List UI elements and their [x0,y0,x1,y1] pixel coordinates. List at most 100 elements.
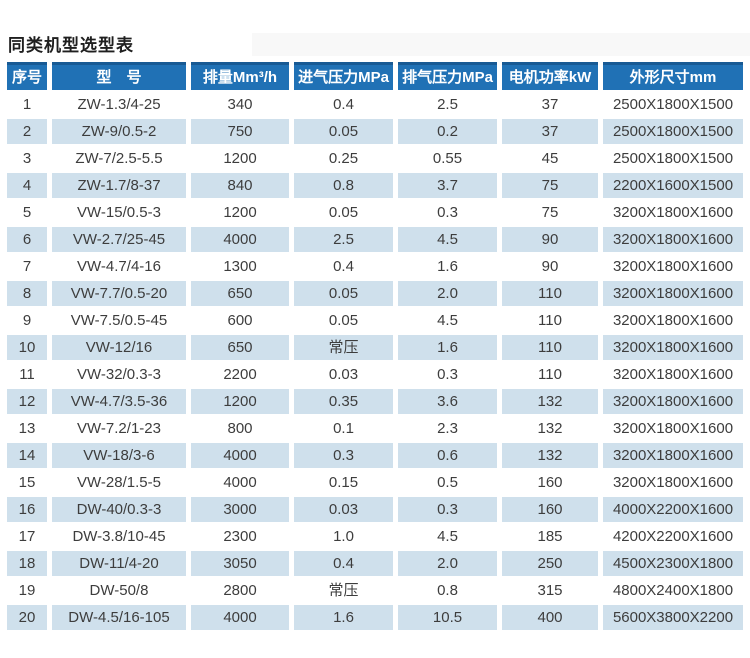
table-row: 6 VW-2.7/25-45 4000 2.5 4.5 90 3200X1800X1600 [7,227,743,252]
table-cell: DW-4.5/16-105 [52,605,186,630]
table-cell: VW-18/3-6 [52,443,186,468]
table-cell: 10.5 [398,605,497,630]
table-cell: 0.8 [294,173,393,198]
table-cell: 110 [502,335,598,360]
table-cell: 3 [7,146,47,171]
table-cell: 800 [191,416,289,441]
table-cell: 0.05 [294,119,393,144]
table-cell: 132 [502,443,598,468]
table-cell: 0.05 [294,200,393,225]
table-cell: 3200X1800X1600 [603,362,743,387]
table-cell: 600 [191,308,289,333]
table-row: 9 VW-7.5/0.5-45 600 0.05 4.5 110 3200X1800X160… [7,308,743,333]
table-cell: 10 [7,335,47,360]
table-cell: 0.03 [294,362,393,387]
table-cell: ZW-7/2.5-5.5 [52,146,186,171]
table-cell: 3200X1800X1600 [603,416,743,441]
table-cell: 37 [502,119,598,144]
table-cell: ZW-1.3/4-25 [52,92,186,117]
table-cell: 75 [502,200,598,225]
table-cell: 650 [191,335,289,360]
table-cell: VW-7.2/1-23 [52,416,186,441]
table-cell: VW-2.7/25-45 [52,227,186,252]
table-cell: 750 [191,119,289,144]
table-cell: VW-4.7/4-16 [52,254,186,279]
table-cell: 75 [502,173,598,198]
table-cell: 12 [7,389,47,414]
table-cell: 3200X1800X1600 [603,335,743,360]
table-cell: 13 [7,416,47,441]
table-row: 14 VW-18/3-6 4000 0.3 0.6 132 3200X1800X1600 [7,443,743,468]
table-cell: 4.5 [398,227,497,252]
table-cell: 1200 [191,389,289,414]
table-cell: 110 [502,362,598,387]
table-cell: 1200 [191,200,289,225]
table-cell: 1 [7,92,47,117]
table-cell: 4 [7,173,47,198]
table-cell: 0.05 [294,308,393,333]
table-cell: 2.3 [398,416,497,441]
table-cell: 常压 [294,335,393,360]
table-cell: 2500X1800X1500 [603,146,743,171]
table-cell: 37 [502,92,598,117]
table-cell: ZW-1.7/8-37 [52,173,186,198]
table-cell: 15 [7,470,47,495]
table-cell: 840 [191,173,289,198]
table-cell: 2200X1600X1500 [603,173,743,198]
table-cell: 14 [7,443,47,468]
table-cell: 4.5 [398,308,497,333]
table-cell: 132 [502,416,598,441]
table-cell: 2 [7,119,47,144]
table-row: 7 VW-4.7/4-16 1300 0.4 1.6 90 3200X1800X1600 [7,254,743,279]
table-cell: 8 [7,281,47,306]
table-cell: 0.6 [398,443,497,468]
table-cell: 2800 [191,578,289,603]
table-row: 15 VW-28/1.5-5 4000 0.15 0.5 160 3200X1800X160… [7,470,743,495]
table-cell: 11 [7,362,47,387]
table-cell: 110 [502,308,598,333]
table-cell: 185 [502,524,598,549]
table-cell: 1.6 [398,335,497,360]
table-cell: 2300 [191,524,289,549]
table-cell: 0.3 [398,497,497,522]
table-cell: 6 [7,227,47,252]
table-cell: 5 [7,200,47,225]
table-cell: 3200X1800X1600 [603,443,743,468]
table-cell: 3200X1800X1600 [603,200,743,225]
title-background-band [252,33,750,56]
column-header-6: 外形尺寸mm [603,62,743,90]
table-body: 1 ZW-1.3/4-25 340 0.4 2.5 37 2500X1800X1500 2 ZW… [7,92,743,630]
table-cell: 1300 [191,254,289,279]
table-cell: 315 [502,578,598,603]
table-cell: VW-12/16 [52,335,186,360]
table-cell: 16 [7,497,47,522]
table-cell: 1.6 [294,605,393,630]
table-cell: 3.7 [398,173,497,198]
table-cell: 1.6 [398,254,497,279]
table-cell: 18 [7,551,47,576]
table-cell: VW-32/0.3-3 [52,362,186,387]
table-cell: 4000 [191,443,289,468]
table-cell: VW-7.5/0.5-45 [52,308,186,333]
table-cell: 3200X1800X1600 [603,389,743,414]
column-header-3: 进气压力MPa [294,62,393,90]
table-cell: 132 [502,389,598,414]
table-cell: 4000X2200X1600 [603,497,743,522]
table-cell: VW-15/0.5-3 [52,200,186,225]
table-cell: 3050 [191,551,289,576]
table-cell: 0.35 [294,389,393,414]
table-cell: 2500X1800X1500 [603,119,743,144]
table-cell: 0.1 [294,416,393,441]
table-cell: DW-3.8/10-45 [52,524,186,549]
page-title: 同类机型选型表 [8,36,134,55]
table-row: 12 VW-4.7/3.5-36 1200 0.35 3.6 132 3200X1800X1… [7,389,743,414]
table-cell: 9 [7,308,47,333]
table-cell: 20 [7,605,47,630]
table-cell: 650 [191,281,289,306]
table-cell: 2.5 [398,92,497,117]
table-cell: 90 [502,227,598,252]
table-cell: ZW-9/0.5-2 [52,119,186,144]
table-header-row: 序号型 号排量Mm³/h 进气压力MPa 排气压力MPa 电机功率kW 外形尺寸mm [7,62,743,90]
table-cell: 160 [502,470,598,495]
table-cell: 0.3 [398,200,497,225]
